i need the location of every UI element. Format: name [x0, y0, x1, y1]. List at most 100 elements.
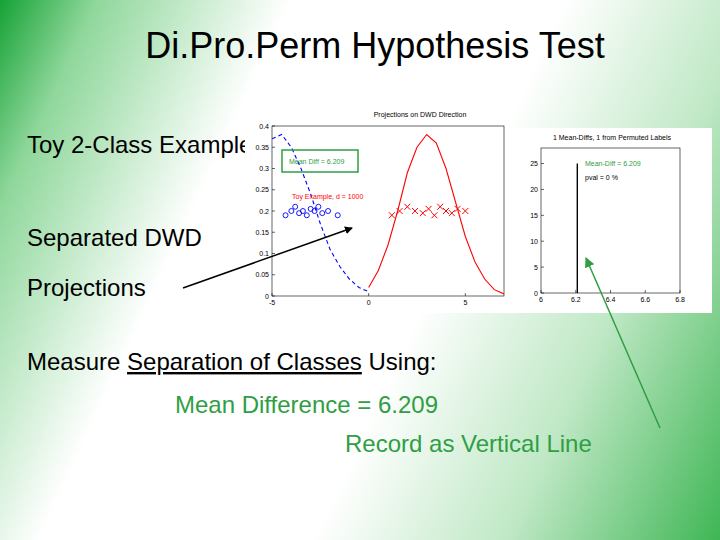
- annotation: Toy Example, d = 1000: [292, 193, 364, 201]
- y-tick-label: 20: [530, 186, 538, 193]
- canvas: Di.Pro.Perm Hypothesis Test Toy 2-Class E…: [0, 0, 720, 540]
- note: Record as Vertical Line: [345, 430, 592, 457]
- arrow: [586, 258, 660, 428]
- y-tick: [541, 267, 544, 268]
- measure-after: Using:: [362, 348, 437, 375]
- point: [316, 204, 321, 209]
- point: [283, 213, 288, 218]
- annotation: Mean Diff = 6.209: [289, 158, 344, 165]
- y-tick-label: 0.2: [259, 208, 269, 215]
- y-tick: [272, 211, 275, 212]
- data-group: [577, 164, 578, 293]
- x-tick-label: 6.4: [606, 296, 616, 303]
- y-tick-label: 0.1: [259, 250, 269, 257]
- y-tick: [272, 232, 275, 233]
- x-tick: [610, 290, 611, 293]
- x-tick-label: 6: [539, 296, 543, 303]
- point: [312, 209, 317, 214]
- point: [335, 213, 340, 218]
- y-tick: [541, 163, 544, 164]
- slide: {"slide": {"title": "Di.Pro.Perm Hypothe…: [0, 0, 720, 540]
- y-tick-label: 0.15: [255, 229, 269, 236]
- y-tick-label: 0: [265, 293, 269, 300]
- chart-background: [512, 128, 712, 313]
- point: [300, 209, 305, 214]
- point: [293, 204, 298, 209]
- chart: 1 Mean-Diffs, 1 from Permuted Labels 6 6.2…: [512, 128, 712, 313]
- point: [320, 211, 325, 216]
- y-tick: [272, 126, 275, 127]
- y-tick: [272, 147, 275, 148]
- slide-title: Di.Pro.Perm Hypothesis Test: [145, 25, 605, 66]
- slide-label: Separated DWD: [27, 224, 202, 251]
- point: [437, 204, 443, 210]
- y-tick-label: 5: [534, 264, 538, 271]
- arrow: [183, 228, 352, 288]
- plot-frame: [272, 126, 504, 296]
- y-tick-label: 0.4: [259, 123, 269, 130]
- y-tick-label: 15: [530, 212, 538, 219]
- y-tick: [541, 293, 544, 294]
- x-tick: [680, 290, 681, 293]
- x-tick: [272, 293, 273, 296]
- point: [412, 208, 418, 214]
- point: [397, 208, 403, 214]
- measure-underlined: Separation of Classes: [127, 348, 362, 375]
- y-tick: [272, 189, 275, 190]
- slide-label: Projections: [27, 274, 146, 301]
- point: [389, 212, 395, 218]
- x-tick-label: 5: [463, 299, 467, 306]
- x-tick-label: 6.2: [571, 296, 581, 303]
- point: [455, 206, 461, 212]
- x-tick: [575, 290, 576, 293]
- point: [431, 212, 437, 218]
- x-tick: [368, 293, 369, 296]
- chart: Projections on DWD Direction-50500.050.1…: [245, 103, 512, 313]
- y-tick: [541, 189, 544, 190]
- y-tick-label: 10: [530, 238, 538, 245]
- x-tick-label: 0: [367, 299, 371, 306]
- y-tick: [272, 296, 275, 297]
- series-line: [577, 164, 578, 293]
- y-tick-label: 25: [530, 160, 538, 167]
- y-tick: [272, 168, 275, 169]
- point: [304, 213, 309, 218]
- y-tick: [272, 274, 275, 275]
- y-tick-label: 0.3: [259, 165, 269, 172]
- series-line: [272, 135, 369, 292]
- x-tick: [645, 290, 646, 293]
- y-tick-label: 0: [534, 290, 538, 297]
- data-group: [272, 135, 504, 294]
- x-tick: [465, 293, 466, 296]
- point: [426, 206, 432, 212]
- plot-frame: [541, 148, 680, 293]
- x-tick: [541, 290, 542, 293]
- y-tick: [541, 241, 544, 242]
- y-tick-label: 0.25: [255, 186, 269, 193]
- chart-title: 1 Mean-Diffs, 1 from Permuted Labels: [553, 134, 672, 141]
- x-tick-label: 6.6: [640, 296, 650, 303]
- point: [449, 210, 455, 216]
- annotation-box: [282, 150, 358, 172]
- y-tick-label: 0.05: [255, 271, 269, 278]
- point: [326, 209, 331, 214]
- y-tick: [541, 215, 544, 216]
- point: [462, 208, 468, 214]
- annotation: pval = 0 %: [585, 174, 618, 182]
- point: [289, 209, 294, 214]
- x-tick-label: -5: [269, 299, 275, 306]
- measure-line: Measure Separation of Classes Using:: [27, 348, 437, 375]
- annotation: Mean-Diff = 6.209: [585, 160, 641, 167]
- point: [404, 204, 410, 210]
- y-tick: [272, 253, 275, 254]
- point: [443, 208, 449, 214]
- chart-title: Projections on DWD Direction: [374, 111, 467, 119]
- statistic: Mean Difference = 6.209: [175, 391, 438, 418]
- series-line: [369, 135, 504, 294]
- point: [420, 210, 426, 216]
- y-tick-label: 0.35: [255, 144, 269, 151]
- slide-label: Toy 2-Class Example: [27, 131, 252, 158]
- x-tick-label: 6.8: [675, 296, 685, 303]
- measure-before: Measure: [27, 348, 127, 375]
- chart-background: [245, 103, 512, 313]
